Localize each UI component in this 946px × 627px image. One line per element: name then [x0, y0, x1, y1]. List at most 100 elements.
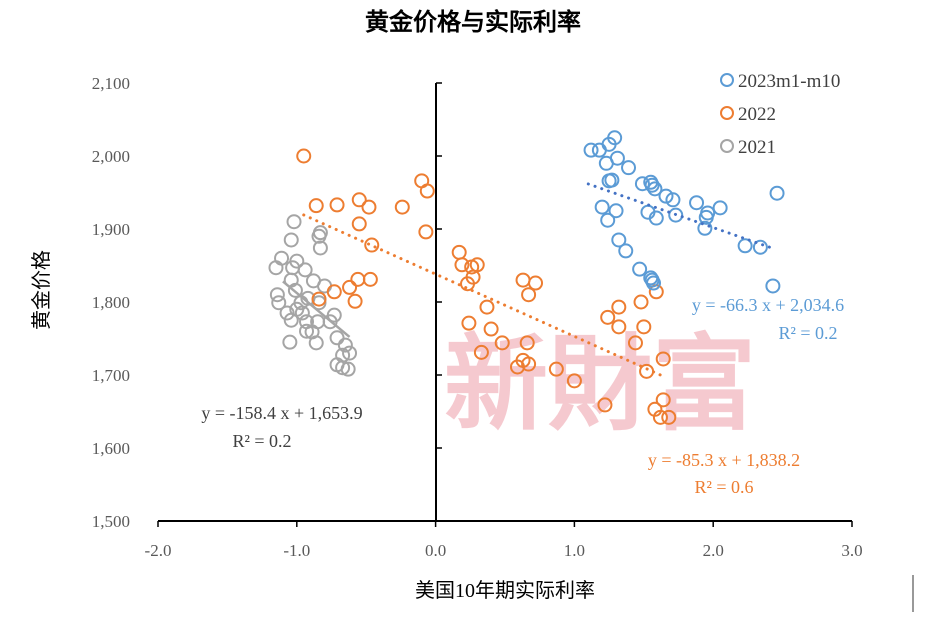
data-point: [594, 199, 610, 215]
data-point: [362, 271, 378, 287]
data-point: [632, 261, 648, 277]
y-tick-label: 1,900: [92, 220, 130, 239]
x-tick-label: 1.0: [564, 541, 585, 560]
legend-marker-2022: [720, 106, 734, 120]
series-2023m1-m10: [583, 130, 785, 294]
data-point: [697, 220, 713, 236]
y-tick-labels: 1,500 1,600 1,700 1,800 1,900 2,000 2,100: [92, 74, 442, 531]
data-point: [418, 224, 434, 240]
y-tick-label: 2,000: [92, 147, 130, 166]
data-point: [611, 299, 627, 315]
data-point: [394, 199, 410, 215]
data-point: [566, 373, 582, 389]
trendlines: [282, 182, 778, 379]
data-point: [329, 197, 345, 213]
data-point: [342, 279, 358, 295]
data-point: [299, 323, 315, 339]
y-tick-label: 1,800: [92, 293, 130, 312]
data-point: [287, 282, 303, 298]
y-tick-label: 1,700: [92, 366, 130, 385]
data-point: [460, 276, 476, 292]
legend-marker-2023: [720, 73, 734, 87]
data-point: [279, 305, 295, 321]
data-point: [271, 295, 287, 311]
data-point: [604, 172, 620, 188]
data-point: [521, 287, 537, 303]
chart-title: 黄金价格与实际利率: [365, 8, 581, 36]
data-point: [311, 291, 327, 307]
legend-marker-2021: [720, 139, 734, 153]
watermark: 新財富: [444, 328, 756, 443]
data-point: [451, 244, 467, 260]
data-point: [342, 345, 358, 361]
legend-label-2021: 2021: [738, 137, 776, 158]
data-point: [311, 228, 327, 244]
data-point: [364, 237, 380, 253]
trend-equation-2021: y = -158.4 x + 1,653.9: [201, 403, 362, 423]
data-point: [308, 198, 324, 214]
x-tick-label: 0.0: [425, 541, 446, 560]
data-point: [700, 205, 716, 221]
data-point: [598, 155, 614, 171]
data-point: [769, 185, 785, 201]
data-point: [600, 212, 616, 228]
data-point: [611, 232, 627, 248]
data-point: [494, 335, 510, 351]
y-tick-label: 2,100: [92, 74, 130, 93]
data-point: [483, 321, 499, 337]
data-point: [597, 397, 613, 413]
data-point: [312, 240, 328, 256]
data-point: [608, 203, 624, 219]
data-point: [326, 284, 342, 300]
data-point: [689, 195, 705, 211]
data-point: [607, 130, 623, 146]
data-point: [515, 272, 531, 288]
trend-r2-2023: R² = 0.2: [778, 323, 837, 343]
trend-r2-2021: R² = 0.2: [232, 431, 291, 451]
x-axis-label: 美国10年期实际利率: [415, 579, 595, 602]
data-point: [282, 334, 298, 350]
trendline-2022: [302, 213, 667, 379]
data-point: [668, 207, 684, 223]
data-point: [665, 192, 681, 208]
data-point: [636, 319, 652, 335]
trend-r2-2022: R² = 0.6: [694, 477, 753, 497]
data-point: [515, 352, 531, 368]
data-point: [322, 314, 338, 330]
data-point: [528, 275, 544, 291]
data-point: [655, 392, 671, 408]
x-tick-label: -1.0: [283, 541, 310, 560]
y-tick-label: 1,600: [92, 439, 130, 458]
data-point: [351, 192, 367, 208]
data-point: [340, 361, 356, 377]
data-point: [419, 183, 435, 199]
data-point: [283, 232, 299, 248]
data-point: [618, 243, 634, 259]
y-axis-label: 黄金价格: [30, 250, 53, 330]
data-point: [634, 176, 650, 192]
trend-equation-2023: y = -66.3 x + 2,034.6: [692, 295, 844, 315]
data-point: [644, 177, 660, 193]
data-point: [286, 214, 302, 230]
legend-label-2022: 2022: [738, 104, 776, 125]
data-point: [454, 257, 470, 273]
data-point: [621, 160, 637, 176]
data-point: [519, 335, 535, 351]
data-point: [297, 262, 313, 278]
x-tick-label: 2.0: [703, 541, 724, 560]
data-point: [591, 142, 607, 158]
data-point: [655, 351, 671, 367]
data-point: [765, 278, 781, 294]
data-point: [611, 319, 627, 335]
data-point: [361, 199, 377, 215]
data-point: [661, 409, 677, 425]
data-point: [337, 337, 353, 353]
legend-label-2023: 2023m1-m10: [738, 71, 840, 92]
trendline-2021: [282, 280, 351, 338]
data-point: [712, 200, 728, 216]
data-point: [648, 210, 664, 226]
series-2022: [296, 148, 677, 425]
data-point: [583, 142, 599, 158]
data-point: [268, 260, 284, 276]
data-point: [473, 344, 489, 360]
